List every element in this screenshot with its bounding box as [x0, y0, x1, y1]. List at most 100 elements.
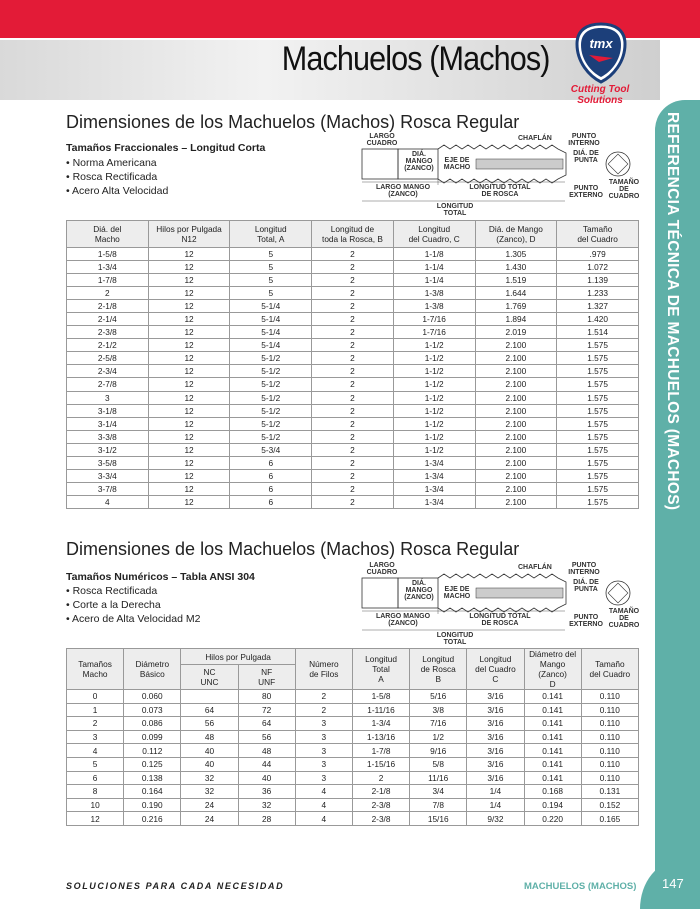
table-cell: 3-3/4: [66, 468, 149, 483]
table-cell: 12: [147, 351, 231, 366]
header-line: B: [435, 674, 441, 684]
table-cell: 4: [66, 494, 149, 509]
table-cell: 2-1/4: [66, 312, 149, 327]
table-cell: 3/16: [466, 729, 525, 745]
table-cell: 3: [294, 756, 353, 772]
table-cell: 1.305: [474, 246, 558, 262]
header-line: Diámetro: [135, 659, 170, 669]
bullet: • Acero de Alta Velocidad M2: [66, 613, 201, 625]
table-cell: 7/8: [409, 797, 468, 813]
table-cell: 2: [294, 689, 353, 704]
table-cell: 36: [237, 784, 296, 799]
table-cell: 3: [294, 770, 353, 786]
table-cell: 2: [311, 416, 394, 431]
table-row: 5 0.125 40 44 3 1-15/16 5/8 3/16 0.141 0.110: [65, 756, 640, 772]
table-row: 3-1/8 12 5-1/2 2 1-1/2 2.100 1.575: [66, 403, 639, 418]
table-cell: 6: [65, 770, 125, 786]
table-cell: 3/16: [466, 756, 525, 772]
table-cell: 5: [229, 273, 313, 288]
table-cell: 12: [147, 286, 231, 301]
table-cell: 3/16: [466, 702, 525, 718]
table-cell: 1.420: [556, 312, 639, 327]
table-cell: 1.575: [556, 364, 639, 379]
table-cell: 1.575: [556, 390, 639, 405]
table-cell: 3-1/8: [66, 403, 149, 418]
table-row: 1-3/4 12 5 2 1-1/4 1.430 1.072: [66, 260, 639, 275]
header-nc: NC UNC: [180, 664, 239, 690]
table-cell: 1.575: [556, 468, 639, 483]
bullet: • Acero Alta Velocidad: [66, 185, 169, 197]
table-row: 6 0.138 32 40 3 2 11/16 3/16 0.141 0.110: [65, 770, 640, 786]
table-cell: 1.575: [556, 455, 639, 470]
table-cell: 40: [237, 770, 296, 786]
table-cell: 1.575: [556, 416, 639, 431]
table-row: 2-1/8 12 5-1/4 2 1-3/8 1.769 1.327: [66, 299, 639, 314]
table-cell: 2.100: [474, 429, 558, 444]
table-cell: 12: [147, 494, 231, 509]
header-line: Longitud: [418, 224, 451, 234]
page-title: Machuelos (Machos): [282, 40, 551, 78]
table-row: 3 0.099 48 56 3 1-13/16 1/2 3/16 0.141 0.110: [65, 729, 640, 745]
table-cell: 1-3/4: [392, 468, 476, 483]
table-cell: 9/32: [466, 811, 525, 826]
section1-subtitle: Tamaños Fraccionales – Longitud Corta: [66, 142, 266, 154]
table-cell: 1-7/8: [66, 273, 149, 288]
tagline-line: Solutions: [577, 95, 623, 106]
table-cell: 5-1/2: [229, 351, 313, 366]
table-cell: 1-3/4: [351, 716, 411, 731]
header-tamanos: Tamaños Macho: [65, 648, 125, 690]
header-line: Total, A: [257, 234, 285, 244]
header-line: del Cuadro: [475, 664, 516, 674]
header-line: Tamaño: [582, 224, 613, 234]
column-header: Longitud de toda la Rosca, B: [311, 220, 394, 248]
tap-drawing: [361, 573, 631, 631]
table-cell: 0.110: [580, 756, 640, 772]
table-cell: 44: [237, 756, 296, 772]
table-cell: 5-1/4: [229, 312, 313, 327]
table-cell: 48: [237, 743, 296, 758]
table-cell: 6: [229, 468, 313, 483]
table-cell: 2: [66, 286, 149, 301]
table-cell: 3-3/8: [66, 429, 149, 444]
header-line: N12: [181, 234, 197, 244]
table-cell: 1.575: [556, 338, 639, 353]
table-cell: 2-7/8: [66, 377, 149, 392]
header-line: del Cuadro: [577, 234, 618, 244]
header-line: NC: [203, 667, 216, 678]
table-cell: 3-7/8: [66, 481, 149, 496]
table-cell: 0.125: [123, 756, 182, 772]
header-line: Tamaños: [78, 659, 112, 669]
tmx-logo: tmx: [575, 22, 627, 84]
table-cell: 2.100: [474, 481, 558, 496]
table-cell: 12: [147, 338, 231, 353]
table-cell: 12: [147, 377, 231, 392]
table-cell: [180, 689, 239, 704]
table-cell: 5/8: [409, 756, 468, 772]
table-cell: 2.100: [474, 390, 558, 405]
label-largo-mango: LARGO MANGO: [375, 184, 431, 191]
table-cell: 1.327: [556, 299, 639, 314]
table-cell: 12: [147, 273, 231, 288]
table-cell: 1-13/16: [351, 729, 411, 745]
table-cell: 1.644: [474, 286, 558, 301]
label-de-rosca: DE ROSCA: [481, 191, 519, 198]
table-cell: 2.100: [474, 377, 558, 392]
header-line: Diámetro del: [529, 649, 577, 659]
table-cell: 56: [180, 716, 239, 731]
label-dia-mango: DIÁ. MANGO (ZANCO): [404, 580, 434, 601]
header-hilos: Hilos por Pulgada: [180, 647, 296, 666]
label-largo-cuadro: LARGO CUADRO: [366, 562, 398, 576]
label-longitud: LONGITUD: [436, 632, 474, 639]
table-cell: 2: [65, 716, 125, 731]
table-cell: 0.220: [523, 811, 582, 826]
label-chaflan: CHAFLÁN: [518, 564, 552, 571]
table-cell: 0.194: [523, 797, 582, 813]
table-cell: 6: [229, 494, 313, 509]
table-row: 4 12 6 2 1-3/4 2.100 1.575: [66, 494, 639, 509]
table-cell: 32: [180, 770, 239, 786]
table-cell: 0.099: [123, 729, 182, 745]
table-cell: 12: [147, 390, 231, 405]
label-dia-mango: DIÁ. MANGO (ZANCO): [404, 151, 434, 172]
header-line: Diá. del: [93, 224, 122, 234]
tagline-line: Cutting Tool: [570, 84, 630, 95]
